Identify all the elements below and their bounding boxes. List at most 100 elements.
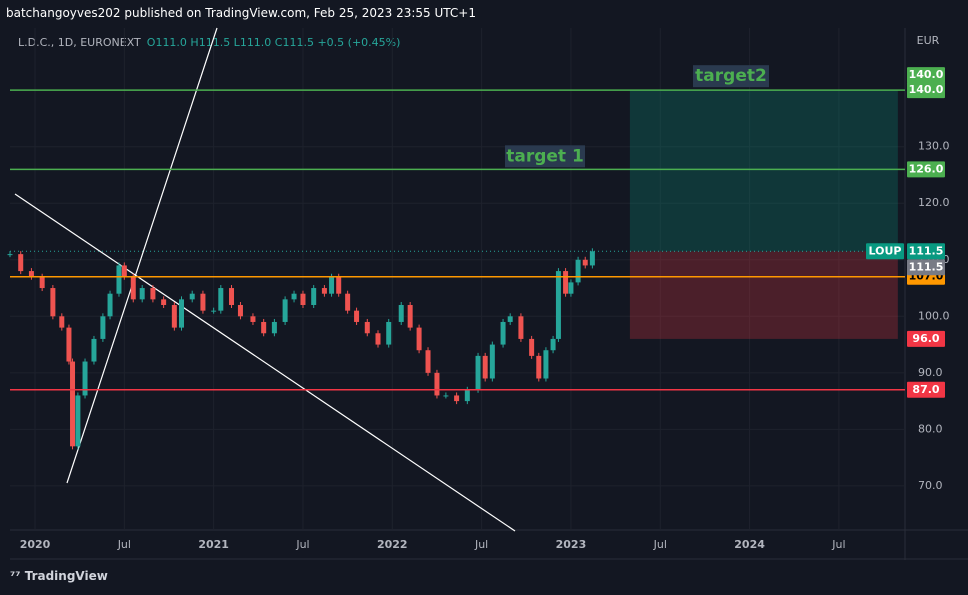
y-tick-label: 100.0 (918, 309, 950, 322)
candle-body (70, 361, 76, 447)
candle-body (271, 321, 277, 334)
annotation-bg (505, 145, 585, 168)
candle-body (518, 316, 524, 339)
candle-body (50, 288, 56, 317)
candle-body (500, 321, 506, 345)
candle-body (39, 276, 45, 289)
x-tick-label: Jul (117, 538, 131, 551)
candle-body (66, 327, 72, 362)
currency: EUR (917, 34, 940, 47)
level-label: 87.0 (912, 383, 939, 396)
candle-body (75, 395, 81, 447)
entry-label-bg (907, 259, 945, 276)
candle-body (345, 293, 351, 311)
annotation-bg (693, 65, 769, 88)
stop-label: 96.0 (912, 332, 939, 345)
candle-body (7, 254, 13, 256)
candle-body (28, 271, 34, 277)
level-label: 140.0 (909, 83, 944, 96)
candle-body (489, 344, 495, 379)
candle-body (568, 282, 574, 294)
last-price-label-bg (907, 243, 945, 260)
candle-body (211, 310, 217, 312)
x-tick-label: Jul (831, 538, 845, 551)
candle-body (218, 288, 224, 311)
y-tick-label: 90.0 (918, 366, 943, 379)
candle-body (443, 395, 449, 397)
symbol: L.D.C., 1D, EURONEXT (18, 36, 141, 49)
x-tick-label: Jul (474, 538, 488, 551)
trend-line (14, 193, 516, 532)
ohlc: O111.0 H111.5 L111.0 C111.5 +0.5 (+0.45%… (146, 36, 401, 49)
x-tick-label: Jul (653, 538, 667, 551)
x-tick-label: 2022 (377, 538, 408, 551)
candle-body (536, 355, 542, 379)
candle-body (300, 293, 306, 306)
candle-body (311, 288, 317, 306)
last-price-name: LOUP (869, 244, 902, 257)
candle-body (354, 310, 360, 322)
candle-body (229, 288, 235, 306)
candle-body (529, 338, 535, 356)
candle-body (507, 316, 513, 322)
level-label-bg (907, 161, 945, 178)
x-tick-label: 2020 (20, 538, 51, 551)
candle-body (250, 316, 256, 322)
candle-body (261, 321, 267, 334)
x-tick-label: 2024 (734, 538, 765, 551)
candle-body (150, 288, 156, 300)
x-tick-label: 2021 (198, 538, 229, 551)
candle-body (200, 293, 206, 311)
candle-body (375, 333, 381, 345)
candle-body (482, 355, 488, 379)
annotation: target 1 (506, 146, 584, 166)
candle-body (543, 350, 549, 379)
candle-body (575, 259, 581, 283)
candle-body (82, 361, 88, 396)
y-tick-label: 70.0 (918, 479, 943, 492)
candle-body (321, 288, 327, 294)
y-tick-label: 130.0 (918, 140, 950, 153)
target-label-bg (907, 67, 945, 84)
x-tick-label: Jul (295, 538, 309, 551)
candle-body (18, 254, 24, 272)
chart: EUR 70.080.090.0100.0110.0120.0130.02020… (7, 27, 968, 560)
candle-body (398, 305, 404, 322)
candle-body (563, 271, 569, 294)
last-price-label: 111.5 (909, 244, 944, 257)
y-tick-label: 120.0 (918, 196, 950, 209)
candle-body (139, 288, 145, 300)
level-label-bg (907, 82, 945, 99)
y-tick-label: 80.0 (918, 422, 943, 435)
x-tick-label: 2023 (556, 538, 587, 551)
footer: ⁷⁷ TradingView (10, 569, 108, 583)
candle-body (416, 327, 422, 351)
loss-zone (629, 251, 898, 339)
candle-body (425, 350, 431, 373)
candle-body (454, 395, 460, 402)
candle-body (582, 259, 588, 266)
candle-body (336, 276, 342, 294)
last-price-name-bg (866, 243, 904, 260)
level-label: 126.0 (909, 162, 944, 175)
candle-body (475, 355, 481, 390)
candle-body (121, 265, 127, 277)
candle-body (555, 271, 561, 339)
candle-body (329, 276, 335, 294)
candle-body (161, 299, 167, 306)
candle-body (91, 338, 97, 362)
candle-body (589, 251, 595, 266)
candle-body (237, 305, 243, 317)
candle-body (189, 293, 195, 300)
candle-body (130, 276, 136, 300)
level-label-bg (907, 381, 945, 398)
candle-body (282, 299, 288, 322)
candle-body (171, 305, 177, 328)
candle-body (178, 299, 184, 328)
symbol-line: L.D.C., 1D, EURONEXT O111.0 H111.5 L111.0… (18, 36, 400, 49)
brand: TradingView (24, 569, 108, 583)
candle-body (116, 265, 122, 294)
candle-body (364, 321, 370, 334)
stop-label-bg (907, 330, 945, 347)
